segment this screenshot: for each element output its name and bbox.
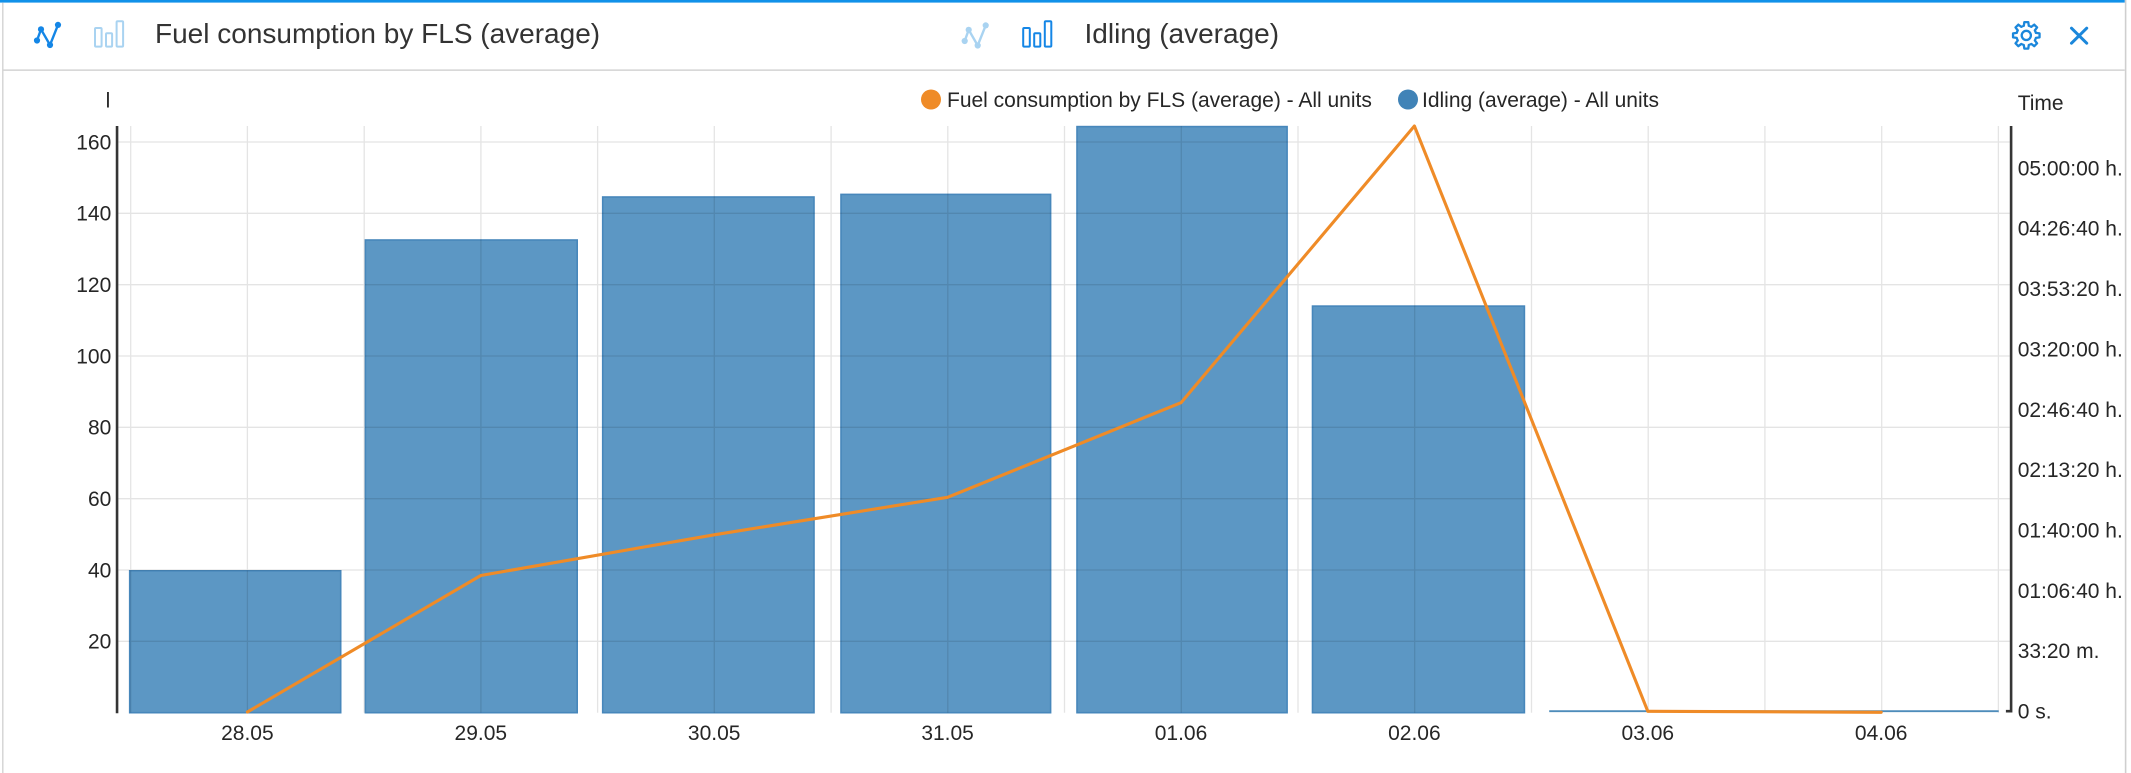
svg-text:Time: Time: [2018, 92, 2064, 115]
svg-text:20: 20: [88, 631, 111, 654]
svg-text:03:20:00 h.: 03:20:00 h.: [2018, 338, 2123, 361]
svg-text:01:06:40 h.: 01:06:40 h.: [2018, 580, 2123, 603]
svg-text:60: 60: [88, 488, 111, 511]
svg-text:100: 100: [76, 345, 111, 368]
svg-text:03.06: 03.06: [1622, 722, 1675, 745]
svg-text:0 s.: 0 s.: [2018, 701, 2052, 724]
svg-text:29.05: 29.05: [455, 722, 508, 745]
svg-text:05:00:00 h.: 05:00:00 h.: [2018, 157, 2123, 180]
svg-text:Fuel consumption by FLS (avera: Fuel consumption by FLS (average): [155, 18, 600, 49]
svg-text:30.05: 30.05: [688, 722, 741, 745]
svg-text:Idling (average): Idling (average): [1085, 18, 1280, 49]
svg-text:03:53:20 h.: 03:53:20 h.: [2018, 278, 2123, 301]
svg-text:01:40:00 h.: 01:40:00 h.: [2018, 520, 2123, 543]
svg-text:02.06: 02.06: [1388, 722, 1441, 745]
svg-text:l: l: [106, 90, 111, 113]
svg-text:40: 40: [88, 559, 111, 582]
svg-text:02:13:20 h.: 02:13:20 h.: [2018, 459, 2123, 482]
svg-text:31.05: 31.05: [921, 722, 974, 745]
svg-text:04.06: 04.06: [1855, 722, 1908, 745]
svg-text:Fuel consumption by FLS (avera: Fuel consumption by FLS (average) - All …: [947, 89, 1372, 112]
svg-text:01.06: 01.06: [1155, 722, 1208, 745]
svg-text:04:26:40 h.: 04:26:40 h.: [2018, 218, 2123, 241]
svg-text:140: 140: [76, 203, 111, 226]
svg-text:160: 160: [76, 131, 111, 154]
svg-text:Idling (average) - All units: Idling (average) - All units: [1422, 89, 1659, 112]
svg-text:33:20 m.: 33:20 m.: [2018, 640, 2100, 663]
svg-text:02:46:40 h.: 02:46:40 h.: [2018, 399, 2123, 422]
svg-text:80: 80: [88, 417, 111, 440]
svg-text:28.05: 28.05: [221, 722, 274, 745]
svg-text:120: 120: [76, 274, 111, 297]
